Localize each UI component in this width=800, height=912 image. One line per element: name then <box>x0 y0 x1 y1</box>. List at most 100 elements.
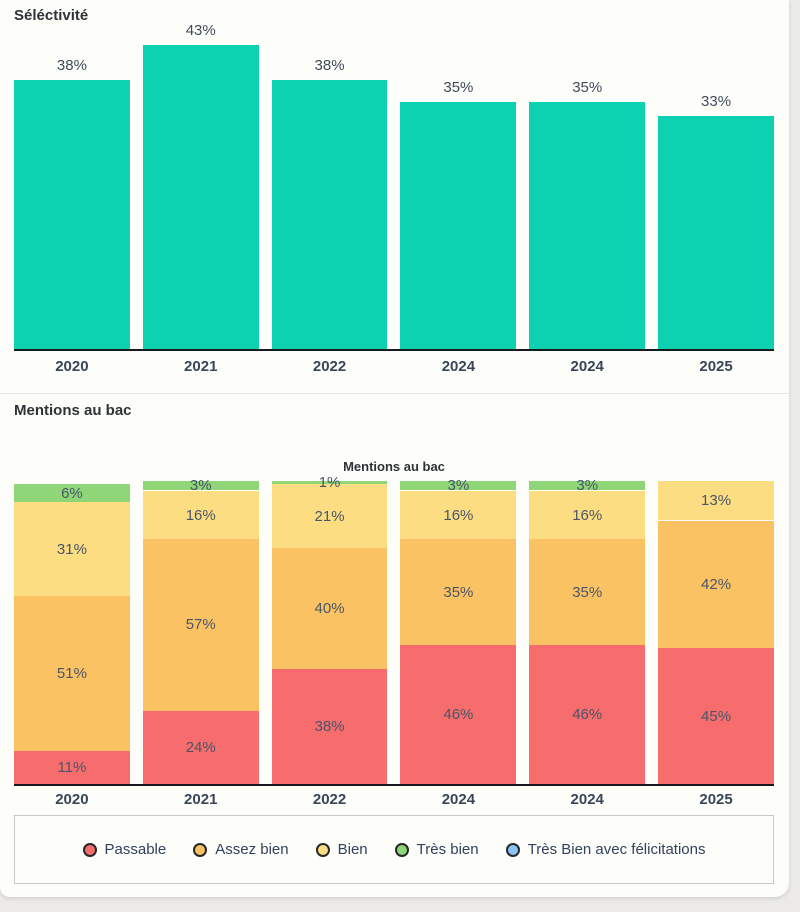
selectivity-bar[interactable] <box>400 102 517 349</box>
stacked-segment[interactable]: 11% <box>14 751 130 784</box>
mentions-bar-column: 46% 35% 16% 3% <box>529 477 646 784</box>
stacked-segment[interactable]: 46% <box>529 645 646 784</box>
legend-color-marker <box>394 842 409 857</box>
legend-item-label: Assez bien <box>215 841 289 858</box>
segment-value-label: 3% <box>447 477 470 494</box>
segment-value-label: 51% <box>56 665 87 682</box>
segment-value-label: 45% <box>701 707 732 725</box>
mentions-bar-column: 45% 42% 13% <box>658 481 774 784</box>
stacked-segment[interactable]: 3% <box>142 477 259 494</box>
report-card: Séléctivité 38% 43% 38% 35% 35% 33% 2020 2021 2… <box>0 0 789 897</box>
legend-item-label: Bien <box>337 841 368 858</box>
selectivity-bar[interactable] <box>271 80 388 349</box>
legend-color-marker <box>82 842 97 857</box>
segment-value-label: 16% <box>572 506 603 524</box>
legend-item[interactable]: Très Bien avec félicitations <box>505 841 706 858</box>
x-axis-tick-label: 2021 <box>184 358 218 375</box>
segment-value-label: 24% <box>185 739 216 756</box>
x-axis-tick-label: 2022 <box>312 791 347 808</box>
mentions-chart-title: Mentions au bac <box>343 459 445 474</box>
segment-value-label: 31% <box>56 540 87 558</box>
bar-value-label: 43% <box>185 22 216 39</box>
segment-value-label: 42% <box>701 576 732 593</box>
mentions-bar-column: 24% 57% 16% 3% <box>142 477 259 784</box>
segment-value-label: 3% <box>189 477 212 494</box>
legend-item-label: Très Bien avec félicitations <box>527 841 706 858</box>
selectivity-bar[interactable] <box>658 116 774 349</box>
segment-value-label: 38% <box>314 718 345 735</box>
stacked-segment[interactable]: 38% <box>271 669 388 784</box>
stacked-segment[interactable]: 45% <box>658 648 774 784</box>
stacked-segment[interactable]: 13% <box>658 481 774 520</box>
stacked-segment[interactable]: 16% <box>400 491 517 539</box>
bar-value-label: 38% <box>314 57 345 74</box>
segment-value-label: 11% <box>57 759 87 776</box>
legend-item-label: Très bien <box>416 841 479 858</box>
bar-value-label: 33% <box>701 93 732 110</box>
stacked-segment[interactable]: 1% <box>271 475 388 490</box>
x-axis-tick-label: 2020 <box>55 358 89 375</box>
x-axis-tick-label: 2021 <box>184 791 218 808</box>
selectivity-bar-chart: 38% 43% 38% 35% 35% 33% <box>14 22 774 351</box>
x-axis-tick-label: 2020 <box>55 791 89 808</box>
stacked-segment[interactable]: 42% <box>658 521 774 648</box>
stacked-segment[interactable]: 40% <box>271 548 388 669</box>
stacked-segment[interactable]: 24% <box>142 711 259 784</box>
x-axis-tick-label: 2025 <box>699 358 733 375</box>
selectivity-bar-column: 43% <box>142 22 259 349</box>
selectivity-bar[interactable] <box>529 102 646 349</box>
segment-value-label: 1% <box>318 474 341 491</box>
segment-value-label: 16% <box>443 506 474 524</box>
mentions-stacked-bar-chart: 11% 51% 31% 6% 24% 57% 16% 3% 38% 40% 21% 1% 46% 35% 1… <box>14 475 774 786</box>
mentions-panel: Mentions au bac Mentions au bac 11% 51% 31… <box>0 395 789 897</box>
x-axis-tick-label: 2024 <box>441 791 476 808</box>
legend-item-label: Passable <box>104 841 167 858</box>
mentions-bar-column: 38% 40% 21% 1% <box>271 475 388 784</box>
mentions-chart-legend: Passable Assez bien Bien Très bien Très Bien… <box>14 815 774 884</box>
bar-value-label: 38% <box>56 57 87 74</box>
stacked-segment[interactable]: 35% <box>529 539 646 645</box>
x-axis-tick-label: 2024 <box>570 358 604 375</box>
legend-item[interactable]: Passable <box>82 841 167 858</box>
legend-item[interactable]: Assez bien <box>193 841 289 858</box>
stacked-segment[interactable]: 3% <box>400 477 517 494</box>
selectivity-bar-column: 33% <box>658 46 774 349</box>
segment-value-label: 13% <box>701 492 732 509</box>
stacked-segment[interactable]: 31% <box>14 502 130 596</box>
legend-item[interactable]: Bien <box>315 841 368 858</box>
segment-value-label: 46% <box>443 706 474 723</box>
legend-color-marker <box>193 842 208 857</box>
legend-color-marker <box>315 842 330 857</box>
mentions-section-title: Mentions au bac <box>14 402 132 419</box>
selectivity-section-title: Séléctivité <box>14 7 89 24</box>
segment-value-label: 35% <box>572 583 603 601</box>
stacked-segment[interactable]: 35% <box>400 539 517 645</box>
selectivity-bar-column: 35% <box>400 46 517 349</box>
x-axis-tick-label: 2025 <box>699 791 733 808</box>
x-axis-tick-label: 2024 <box>441 358 476 375</box>
legend-color-marker <box>505 842 520 857</box>
stacked-segment[interactable]: 3% <box>529 477 646 494</box>
stacked-segment[interactable]: 57% <box>142 538 259 711</box>
selectivity-panel: Séléctivité 38% 43% 38% 35% 35% 33% 2020 2021 2… <box>0 0 789 394</box>
stacked-segment[interactable]: 6% <box>14 484 130 502</box>
stacked-segment[interactable]: 21% <box>271 484 388 548</box>
stacked-segment[interactable]: 16% <box>529 491 646 539</box>
stacked-segment[interactable]: 51% <box>14 596 130 751</box>
selectivity-bar-column: 38% <box>14 46 130 349</box>
segment-value-label: 6% <box>61 484 83 502</box>
segment-value-label: 40% <box>314 600 345 617</box>
stacked-segment[interactable]: 46% <box>400 645 517 784</box>
segment-value-label: 3% <box>576 477 599 494</box>
mentions-bar-column: 46% 35% 16% 3% <box>400 477 517 784</box>
legend-item[interactable]: Très bien <box>394 841 479 858</box>
x-axis-tick-label: 2022 <box>312 358 347 375</box>
selectivity-bar[interactable] <box>14 80 130 349</box>
mentions-x-axis-labels: 2020 2021 2022 2024 2024 2025 <box>14 791 774 808</box>
selectivity-bar[interactable] <box>142 45 259 349</box>
x-axis-tick-label: 2024 <box>570 791 604 808</box>
segment-value-label: 21% <box>314 507 345 525</box>
segment-value-label: 16% <box>185 506 216 524</box>
bar-value-label: 35% <box>443 79 474 96</box>
stacked-segment[interactable]: 16% <box>142 491 259 539</box>
